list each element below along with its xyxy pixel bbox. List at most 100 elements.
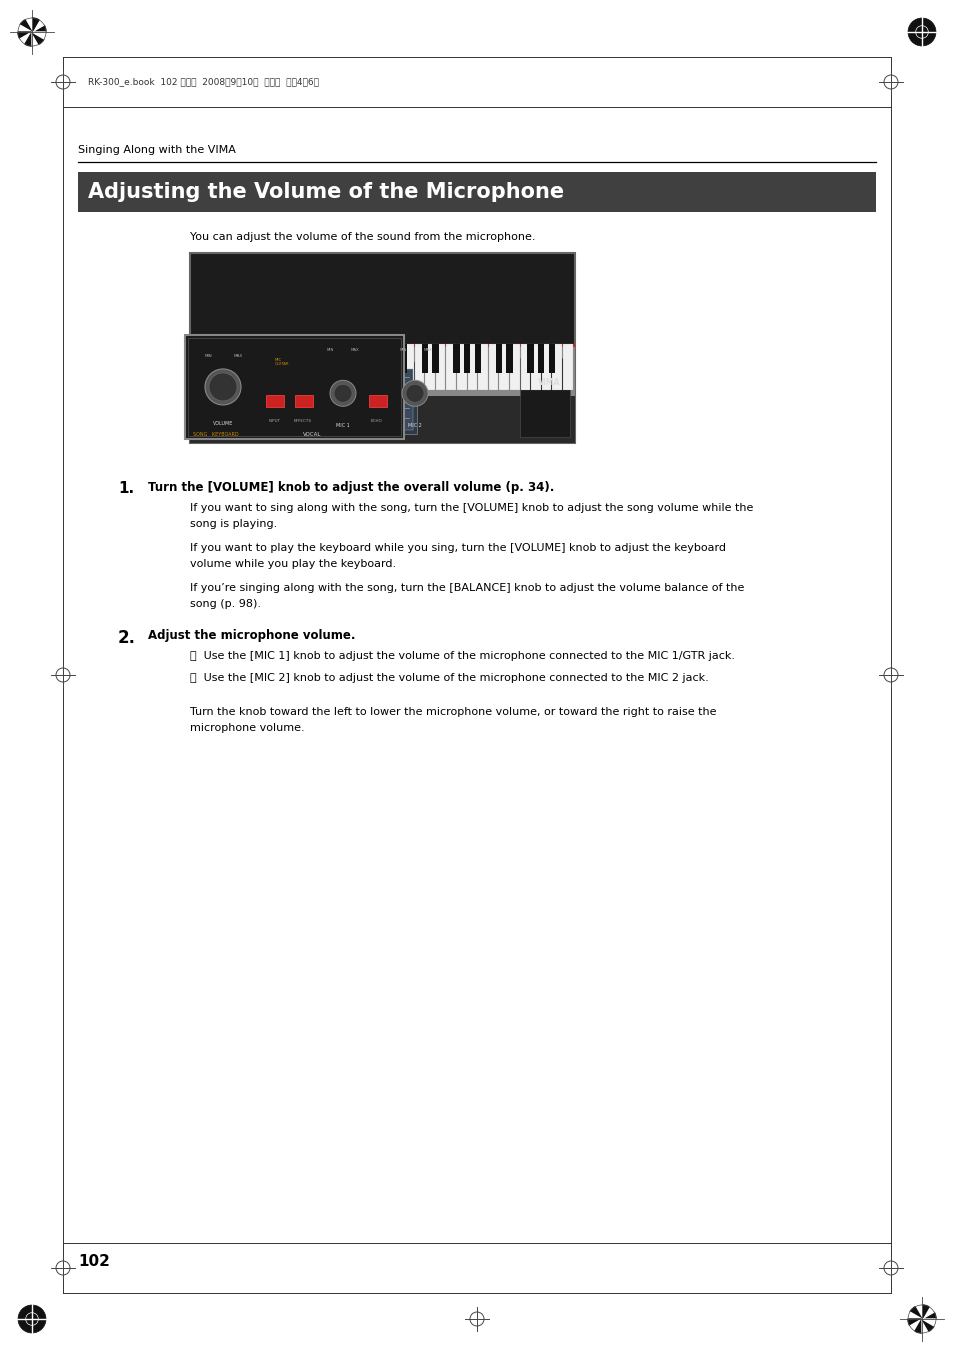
Text: MAX: MAX [351, 349, 359, 353]
Bar [210, 345, 216, 373]
Bar [562, 345, 572, 390]
Bar [330, 345, 339, 390]
Text: INPUT: INPUT [269, 419, 281, 423]
Bar [309, 345, 318, 390]
Bar [351, 345, 360, 390]
Text: Turn the [VOLUME] knob to adjust the overall volume (p. 34).: Turn the [VOLUME] knob to adjust the ove… [148, 481, 554, 494]
Text: Turn the knob toward the left to lower the microphone volume, or toward the righ: Turn the knob toward the left to lower t… [190, 707, 716, 717]
Text: MIC 2: MIC 2 [408, 423, 421, 428]
Polygon shape [32, 18, 39, 32]
Bar [326, 345, 333, 373]
Text: MIN: MIN [326, 349, 334, 353]
Polygon shape [32, 32, 39, 46]
Polygon shape [914, 1319, 921, 1333]
Bar [298, 345, 308, 390]
Bar [415, 345, 424, 390]
Text: MAX: MAX [233, 354, 242, 358]
Bar [390, 345, 395, 373]
Polygon shape [921, 1305, 928, 1319]
Polygon shape [921, 1312, 935, 1319]
Bar [382, 345, 393, 390]
Polygon shape [32, 20, 44, 32]
Bar [188, 338, 401, 436]
Circle shape [334, 384, 352, 403]
Bar [400, 345, 406, 373]
Bar [234, 345, 244, 390]
Text: song (p. 98).: song (p. 98). [190, 598, 261, 609]
Text: 102: 102 [78, 1255, 110, 1270]
Text: 1.: 1. [118, 481, 134, 496]
Bar [361, 345, 371, 390]
Text: ・  Use the [MIC 2] knob to adjust the volume of the microphone connected to the : ・ Use the [MIC 2] knob to adjust the vol… [190, 673, 708, 684]
Circle shape [330, 381, 355, 407]
Bar [548, 345, 555, 373]
Bar [531, 345, 540, 390]
Bar [190, 253, 575, 443]
Bar [477, 345, 487, 390]
Text: If you want to sing along with the song, turn the [VOLUME] knob to adjust the so: If you want to sing along with the song,… [190, 503, 753, 513]
Bar [347, 345, 354, 373]
Text: MIN: MIN [399, 349, 406, 353]
Polygon shape [921, 1319, 933, 1331]
Text: MIN: MIN [204, 354, 212, 358]
Text: MIC 1: MIC 1 [335, 423, 350, 428]
Bar [224, 345, 233, 390]
Bar [294, 396, 313, 407]
Text: MIC
GUITAR: MIC GUITAR [274, 358, 289, 366]
Text: 2.: 2. [118, 630, 136, 647]
Bar [552, 345, 561, 390]
Bar [190, 345, 575, 396]
Bar [404, 345, 414, 390]
Text: volume while you play the keyboard.: volume while you play the keyboard. [190, 559, 395, 569]
Bar [192, 358, 232, 438]
Polygon shape [25, 32, 32, 46]
Bar [266, 396, 284, 407]
Bar [463, 345, 470, 373]
Polygon shape [907, 1312, 921, 1319]
Text: ECHO: ECHO [371, 419, 382, 423]
Bar [425, 345, 435, 390]
Text: ・  Use the [MIC 1] knob to adjust the volume of the microphone connected to the : ・ Use the [MIC 1] knob to adjust the vol… [190, 651, 734, 661]
Text: If you’re singing along with the song, turn the [BALANCE] knob to adjust the vol: If you’re singing along with the song, t… [190, 584, 743, 593]
Bar [252, 345, 258, 373]
Polygon shape [921, 1319, 935, 1325]
Text: Adjust the microphone volume.: Adjust the microphone volume. [148, 630, 355, 642]
Bar [379, 345, 385, 373]
Bar [537, 345, 544, 373]
Bar [185, 335, 404, 439]
Polygon shape [25, 18, 32, 32]
Polygon shape [921, 1306, 933, 1319]
Bar [510, 345, 519, 390]
Bar [421, 345, 428, 373]
Circle shape [18, 1305, 46, 1333]
Polygon shape [20, 32, 32, 45]
Polygon shape [921, 1319, 928, 1333]
Bar [357, 345, 364, 373]
Text: You can adjust the volume of the sound from the microphone.: You can adjust the volume of the sound f… [190, 232, 535, 242]
Text: Adjusting the Volume of the Microphone: Adjusting the Volume of the Microphone [88, 182, 563, 203]
Polygon shape [32, 26, 46, 32]
Polygon shape [909, 1319, 921, 1331]
Bar [520, 345, 530, 390]
Bar [241, 345, 248, 373]
Polygon shape [909, 1306, 921, 1319]
Text: song is playing.: song is playing. [190, 519, 277, 530]
Bar [277, 345, 287, 390]
Bar [336, 369, 413, 430]
Text: RK-300_e.book  102 ページ  2008年9月10日  水曜日  午後4晎6分: RK-300_e.book 102 ページ 2008年9月10日 水曜日 午後4… [88, 77, 318, 86]
Bar [203, 345, 213, 390]
Bar [432, 345, 438, 373]
Text: SONG   KEYBOARD: SONG KEYBOARD [193, 432, 238, 438]
Bar [199, 345, 206, 373]
Circle shape [205, 369, 241, 405]
Bar [288, 345, 297, 390]
Bar [372, 345, 381, 390]
Bar [340, 345, 350, 390]
Bar [255, 345, 265, 390]
Bar [436, 345, 445, 390]
Bar [498, 345, 509, 390]
Polygon shape [18, 32, 32, 39]
Bar [394, 345, 403, 390]
Circle shape [401, 381, 428, 407]
Bar [319, 345, 329, 390]
